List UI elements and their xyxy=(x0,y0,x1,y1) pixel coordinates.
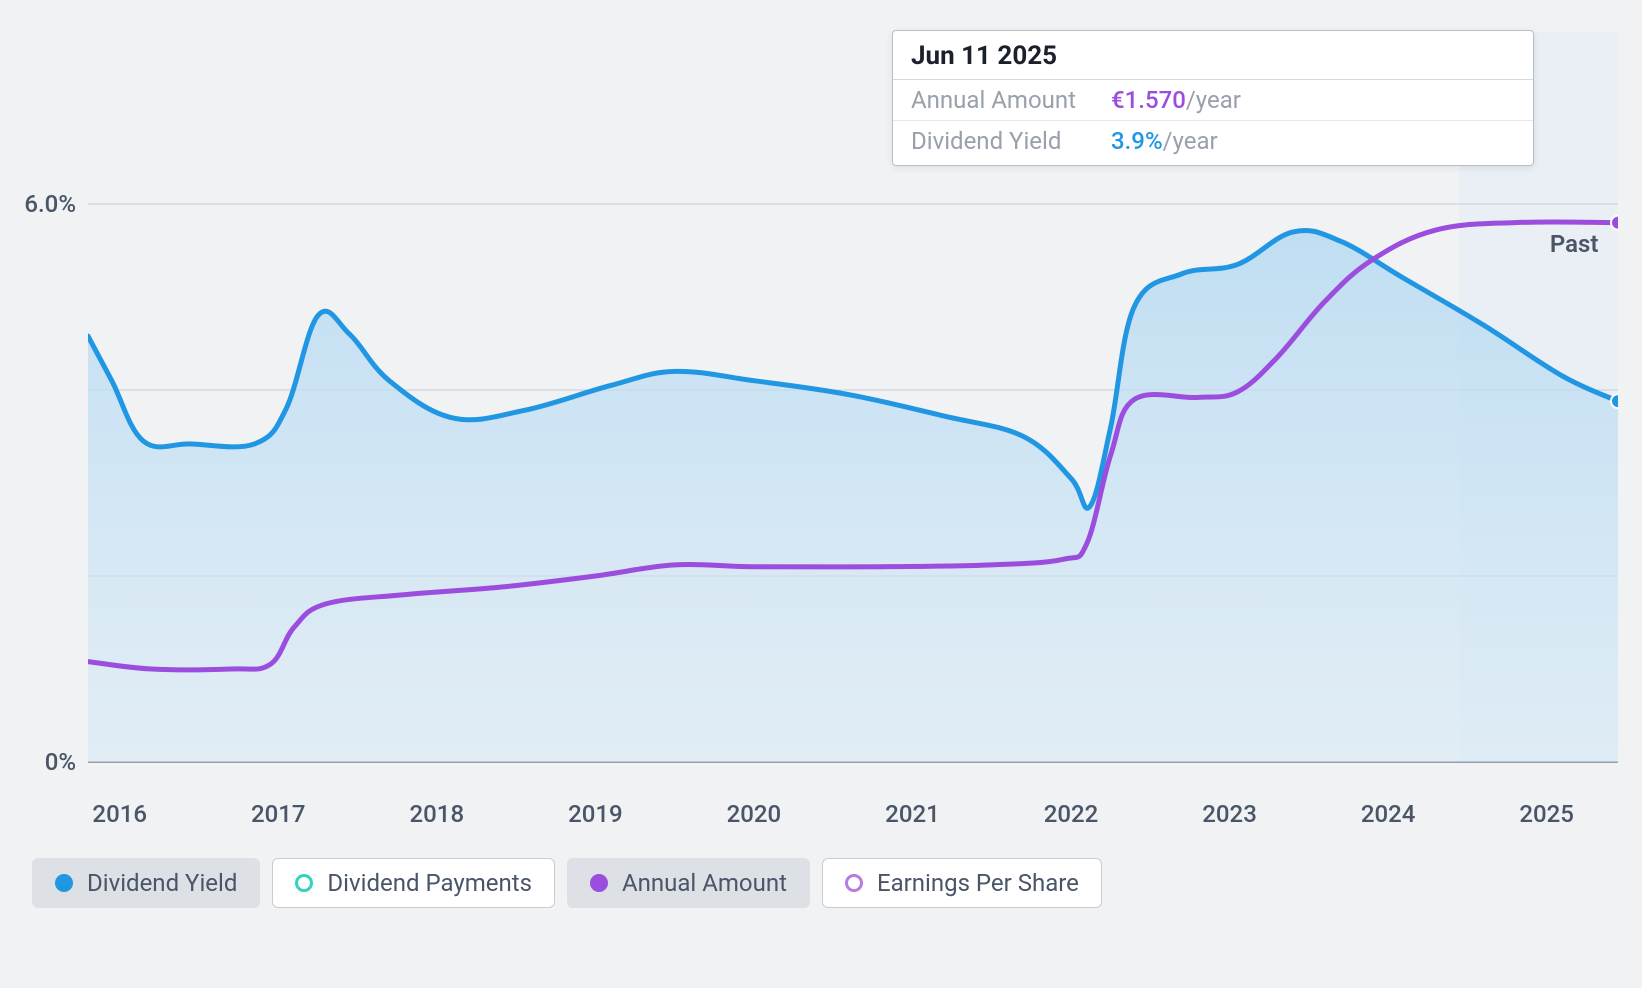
chart-legend: Dividend Yield Dividend Payments Annual Am… xyxy=(32,858,1102,908)
dividend-chart: 0% 6.0% 2016 2017 2018 2019 2020 2021 2022 2023 2… xyxy=(0,0,1642,988)
tooltip-date: Jun 11 2025 xyxy=(893,31,1533,80)
x-axis-label: 2022 xyxy=(1044,800,1099,828)
x-axis-label: 2023 xyxy=(1202,800,1257,828)
tooltip-row-value: 3.9% xyxy=(1111,127,1163,155)
legend-label: Dividend Yield xyxy=(87,869,237,897)
x-axis-label: 2025 xyxy=(1519,800,1574,828)
tooltip-row-label: Annual Amount xyxy=(911,86,1111,114)
legend-item[interactable]: Dividend Payments xyxy=(272,858,555,908)
legend-marker-icon xyxy=(590,874,608,892)
legend-label: Annual Amount xyxy=(622,869,787,897)
legend-label: Dividend Payments xyxy=(327,869,532,897)
tooltip-row-value: €1.570 xyxy=(1111,86,1186,114)
legend-label: Earnings Per Share xyxy=(877,869,1079,897)
x-axis-label: 2024 xyxy=(1361,800,1416,828)
chart-tooltip: Jun 11 2025 Annual Amount€1.570/yearDivi… xyxy=(892,30,1534,166)
legend-item[interactable]: Dividend Yield xyxy=(32,858,260,908)
past-label: Past xyxy=(1550,230,1599,258)
tooltip-row-unit: /year xyxy=(1186,86,1241,114)
tooltip-row: Dividend Yield3.9%/year xyxy=(893,121,1533,165)
x-axis-label: 2019 xyxy=(568,800,623,828)
x-axis-label: 2018 xyxy=(410,800,465,828)
y-axis-label: 6.0% xyxy=(24,190,76,218)
legend-item[interactable]: Annual Amount xyxy=(567,858,810,908)
legend-item[interactable]: Earnings Per Share xyxy=(822,858,1102,908)
x-axis-label: 2020 xyxy=(727,800,782,828)
tooltip-row: Annual Amount€1.570/year xyxy=(893,80,1533,121)
legend-marker-icon xyxy=(295,874,313,892)
x-axis-label: 2017 xyxy=(251,800,306,828)
y-axis-label: 0% xyxy=(45,748,76,776)
x-axis-label: 2016 xyxy=(92,800,147,828)
legend-marker-icon xyxy=(845,874,863,892)
legend-marker-icon xyxy=(55,874,73,892)
x-axis-label: 2021 xyxy=(885,800,940,828)
tooltip-row-unit: /year xyxy=(1163,127,1218,155)
tooltip-row-label: Dividend Yield xyxy=(911,127,1111,155)
